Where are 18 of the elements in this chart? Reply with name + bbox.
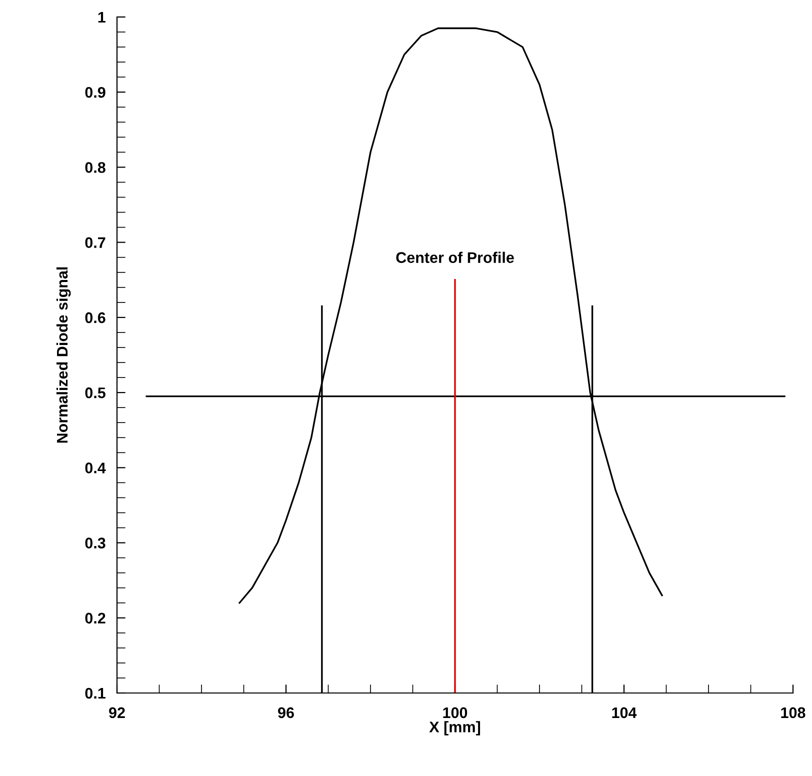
y-tick-label: 0.9 [85, 86, 106, 98]
annotation: Center of Profile [396, 252, 514, 263]
x-tick-label: 108 [781, 707, 806, 718]
y-tick-label: 0.3 [85, 538, 106, 548]
y-tick-label: 0.1 [85, 688, 106, 699]
x-tick-label: 96 [278, 707, 294, 718]
x-tick-label: 92 [109, 707, 125, 718]
x-tick-label: 100 [443, 707, 468, 718]
y-tick-label: 0.7 [85, 237, 106, 248]
y-tick-label: 1 [98, 12, 106, 23]
x-tick-label: 104 [612, 707, 637, 718]
y-tick-label: 0.6 [85, 312, 106, 324]
y-tick-label: 0.2 [85, 612, 106, 624]
y-tick-label: 0.8 [85, 162, 106, 173]
y-tick-label: 0.4 [85, 462, 106, 474]
y-tick-label: 0.5 [85, 387, 106, 398]
y-axis-title: Normalized Diode signal [56, 267, 71, 443]
x-axis-title: X [mm] [429, 721, 480, 736]
